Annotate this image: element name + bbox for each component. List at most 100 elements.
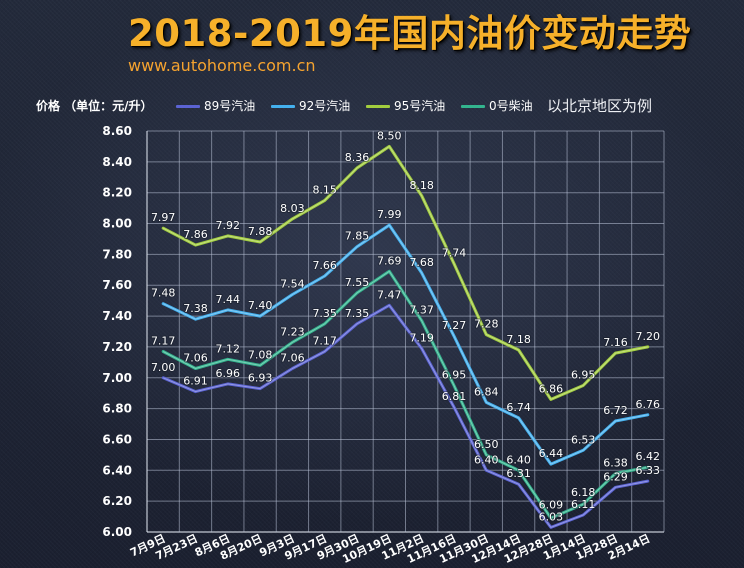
- y-tick-label: 7.40: [102, 309, 132, 323]
- chart-title: 2018-2019年国内油价变动走势: [128, 12, 692, 55]
- data-label: 6.84: [474, 385, 499, 398]
- y-tick-label: 6.60: [102, 433, 132, 447]
- legend-line-swatch: [271, 104, 295, 108]
- region-note: 以北京地区为例: [547, 97, 653, 115]
- data-label: 6.50: [474, 438, 499, 451]
- data-label: 6.33: [636, 464, 661, 477]
- data-label: 8.03: [280, 202, 305, 215]
- data-label: 6.44: [539, 447, 564, 460]
- data-label: 7.19: [409, 332, 434, 345]
- data-label: 6.40: [506, 453, 531, 466]
- data-label: 6.72: [603, 404, 628, 417]
- data-label: 7.00: [151, 361, 176, 374]
- data-label: 7.06: [183, 352, 208, 365]
- data-label: 7.99: [377, 208, 402, 221]
- series-line-3: [161, 269, 650, 520]
- series-line-highlight: [162, 145, 648, 400]
- data-label: 7.48: [151, 287, 176, 300]
- data-label: 6.81: [442, 390, 467, 403]
- data-label: 7.18: [506, 333, 531, 346]
- y-tick-label: 7.60: [102, 278, 132, 292]
- data-label: 7.35: [312, 307, 337, 320]
- data-label: 7.54: [280, 278, 305, 291]
- data-label: 6.91: [183, 375, 208, 388]
- y-tick-label: 8.20: [102, 186, 132, 200]
- series-line-highlight: [162, 224, 648, 465]
- data-label: 6.38: [603, 456, 628, 469]
- y-tick-label: 6.80: [102, 402, 132, 416]
- data-label: 7.97: [151, 211, 176, 224]
- legend-item-95-gasoline: 95号汽油: [366, 98, 445, 114]
- data-label: 7.68: [409, 256, 434, 269]
- legend-label: 89号汽油: [204, 99, 256, 113]
- data-label: 7.17: [312, 335, 337, 348]
- y-tick-label: 8.40: [102, 155, 132, 169]
- data-label: 7.06: [280, 352, 305, 365]
- series-line-highlight: [162, 270, 648, 519]
- data-label: 6.74: [506, 401, 531, 414]
- data-label: 7.44: [216, 293, 241, 306]
- data-label: 7.27: [442, 319, 467, 332]
- legend-line-swatch: [366, 104, 390, 108]
- data-label: 7.88: [248, 225, 273, 238]
- y-tick-label: 8.00: [102, 217, 132, 231]
- data-label: 7.66: [312, 259, 337, 272]
- data-label: 7.85: [345, 230, 370, 243]
- gridlines: [146, 130, 665, 533]
- data-label: 6.86: [539, 382, 564, 395]
- data-label: 6.53: [571, 433, 596, 446]
- legend-item-92-gasoline: 92号汽油: [271, 98, 350, 114]
- series-line-highlight: [163, 304, 648, 528]
- y-tick-label: 7.20: [102, 340, 132, 354]
- data-label: 6.40: [474, 453, 499, 466]
- legend-label: 0号柴油: [489, 99, 533, 113]
- data-label: 7.47: [377, 288, 402, 301]
- data-label: 6.03: [539, 510, 564, 523]
- data-label: 8.18: [409, 179, 434, 192]
- data-label: 7.74: [442, 247, 467, 260]
- data-label: 7.12: [216, 342, 241, 355]
- data-label: 6.29: [603, 470, 628, 483]
- data-label: 7.16: [603, 336, 628, 349]
- data-label: 6.09: [539, 498, 564, 511]
- series-line-1: [161, 223, 650, 466]
- series-line-0: [161, 303, 650, 529]
- data-label: 7.86: [183, 228, 208, 241]
- data-label: 6.93: [248, 372, 273, 385]
- data-label: 7.20: [636, 330, 661, 343]
- y-axis-unit-label: 价格 （单位：元/升）: [36, 99, 153, 113]
- data-label: 7.38: [183, 302, 208, 315]
- legend-label: 95号汽油: [394, 99, 446, 113]
- legend-line-swatch: [461, 104, 485, 108]
- data-label: 6.31: [506, 467, 531, 480]
- data-label: 6.96: [216, 367, 241, 380]
- legend-line-swatch: [176, 104, 200, 108]
- y-tick-label: 7.80: [102, 247, 132, 261]
- legend-label: 92号汽油: [299, 99, 351, 113]
- data-label: 7.69: [377, 254, 402, 267]
- data-label: 7.35: [345, 307, 370, 320]
- y-tick-label: 6.40: [102, 463, 132, 477]
- axis-labels: 6.00 6.20 6.40 6.60 6.80 7.00 7.20 7.40 7.60 7.80…: [102, 124, 652, 566]
- y-tick-label: 6.00: [102, 525, 132, 539]
- data-label: 6.76: [636, 398, 661, 411]
- data-label: 8.15: [312, 183, 337, 196]
- series-line-2: [161, 144, 650, 401]
- y-tick-label: 7.00: [102, 371, 132, 385]
- website-url: www.autohome.com.cn: [128, 56, 316, 75]
- data-label: 6.95: [571, 369, 596, 382]
- data-label: 7.55: [345, 276, 370, 289]
- series-lines: [161, 144, 650, 529]
- data-label: 6.95: [442, 369, 467, 382]
- data-label: 8.36: [345, 151, 370, 164]
- data-label: 7.92: [216, 219, 241, 232]
- data-labels: 7.00 7.17 7.48 7.97 6.91 7.06 7.38 7.86 6.96 7.12…: [150, 128, 661, 524]
- y-tick-label: 8.60: [102, 124, 132, 138]
- data-label: 6.42: [636, 450, 661, 463]
- data-label: 8.50: [377, 129, 402, 142]
- legend-item-0-diesel: 0号柴油: [461, 98, 533, 114]
- y-tick-label: 6.20: [102, 494, 132, 508]
- data-label: 7.28: [474, 318, 499, 331]
- data-label: 7.08: [248, 348, 273, 361]
